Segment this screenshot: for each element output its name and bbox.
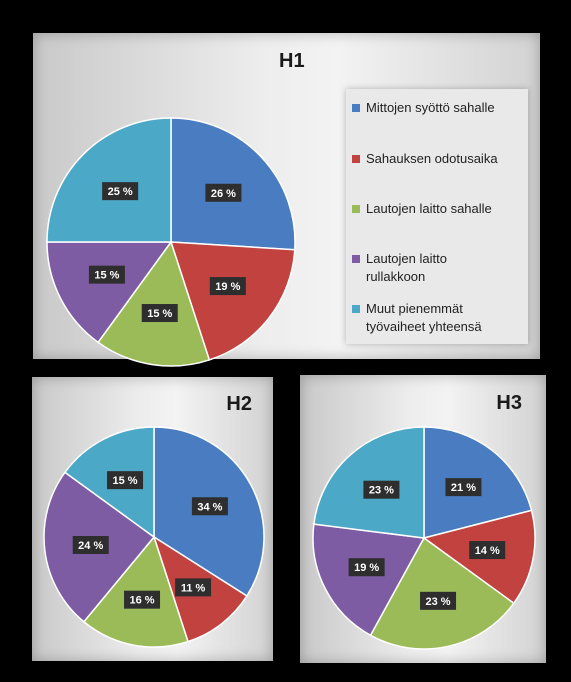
data-label-text: 19 % [354,562,379,574]
data-label-box [141,304,178,323]
legend-label: Mittojen syöttö sahalle [366,100,495,115]
data-label-box [102,182,139,201]
data-label-box [175,578,212,597]
data-label-text: 21 % [451,482,476,494]
data-label-text: 25 % [108,186,133,198]
data-label-muut: 23 % [363,480,400,499]
data-label-box [124,590,161,609]
data-label-text: 16 % [130,595,155,607]
pie-chart-h1: 26 % 19 % 15 % 15 % 25 % [46,117,296,367]
data-label-sahauksen: 19 % [209,277,246,296]
legend-swatch [352,155,360,163]
data-label-box [205,183,242,202]
data-label-text: 15 % [147,308,172,320]
data-label-mittojen: 21 % [445,478,482,497]
pie-slice-lautojen-rullakkoon [46,241,173,344]
chart-title-h3: H3 [496,392,522,414]
data-label-lautojen-rullakkoon: 24 % [72,535,109,554]
pie-slice-lautojen-sahalle [97,240,211,367]
pie-chart-h2: 34 % 11 % 16 % 24 % 15 % [43,426,265,648]
legend-label: Lautojen laitto sahalle [366,201,492,216]
data-label-box [348,558,385,577]
data-label-mittojen: 34 % [191,497,228,516]
data-label-lautojen-sahalle: 23 % [420,591,457,610]
legend-swatch [352,104,360,112]
chart-title-h1: H1 [279,50,305,72]
data-label-sahauksen: 11 % [175,578,212,597]
legend-swatch [352,205,360,213]
data-label-box [469,541,506,560]
data-label-box [420,591,457,610]
data-label-text: 19 % [215,281,240,293]
legend-label: Lautojen laitto rullakkoon [366,251,447,284]
data-label-box [363,480,400,499]
pie-slice-sahauksen [169,241,296,361]
data-label-box [191,497,228,516]
data-label-lautojen-sahalle: 16 % [124,590,161,609]
data-label-lautojen-sahalle: 15 % [141,304,178,323]
data-label-text: 34 % [197,501,222,513]
data-label-lautojen-rullakkoon: 19 % [348,558,385,577]
chart-panel-h3: H3 21 % 14 % 23 % 19 % 23 % [300,375,546,663]
data-label-muut: 15 % [107,471,144,490]
data-label-text: 26 % [211,188,236,200]
pie-slice-muut [46,117,172,243]
data-label-lautojen-rullakkoon: 15 % [88,265,125,284]
data-label-text: 15 % [94,270,119,282]
data-label-box [72,535,109,554]
data-label-box [209,277,246,296]
legend-label: Sahauksen odotusaika [366,151,498,166]
data-label-text: 14 % [475,545,500,557]
chart-title-h2: H2 [226,393,252,415]
legend-swatch [352,255,360,263]
data-label-mittojen: 26 % [205,183,242,202]
data-label-box [107,471,144,490]
data-label-text: 15 % [112,475,137,487]
data-label-text: 24 % [78,540,103,552]
data-label-muut: 25 % [102,182,139,201]
data-label-box [88,265,125,284]
data-label-text: 11 % [181,582,206,594]
legend-label: Muut pienemmät työvaiheet yhteensä [366,301,482,334]
pie-slice-lautojen-rullakkoon [312,523,426,637]
data-label-text: 23 % [369,485,394,497]
pie-chart-h3: 21 % 14 % 23 % 19 % 23 % [312,426,536,650]
legend-swatch [352,305,360,313]
chart-panel-h2: H2 34 % 11 % 16 % 24 % 15 % [32,377,273,661]
chart-panel-h1: H1 26 % 19 % 15 % 15 % 25 % Mittojen syöttö … [33,33,540,367]
chart-legend: Mittojen syöttö sahalle Sahauksen odotus… [346,89,528,344]
data-label-box [445,478,482,497]
data-label-text: 23 % [426,596,451,608]
data-label-sahauksen: 14 % [469,541,506,560]
